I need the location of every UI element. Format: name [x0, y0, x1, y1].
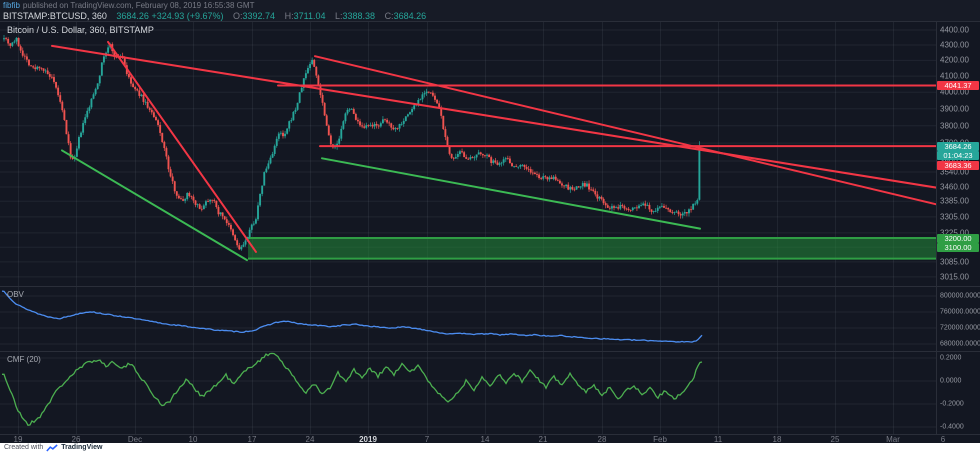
open-label: O:	[233, 11, 243, 21]
attribution-bar: fibfib published on TradingView.com, Febr…	[0, 0, 980, 11]
close-label: C:	[384, 11, 394, 21]
open-field: O:3392.74	[233, 11, 275, 21]
high-label: H:	[284, 11, 294, 21]
open-value: 3392.74	[242, 11, 276, 21]
high-field: H:3711.04	[285, 11, 326, 21]
publish-text: published on TradingView.com, February 0…	[22, 1, 255, 10]
low-value: 3388.38	[342, 11, 376, 21]
price-axis[interactable]	[936, 22, 980, 434]
tradingview-link[interactable]: TradingView	[61, 444, 103, 451]
low-field: L:3388.38	[335, 11, 375, 21]
close-value: 3684.26	[393, 11, 427, 21]
low-label: L:	[334, 11, 343, 21]
close-field: C:3684.26	[385, 11, 427, 21]
footer-bar: Created with TradingView	[0, 443, 980, 452]
tradingview-logo-icon[interactable]	[46, 443, 58, 452]
symbol-name: BITSTAMP:BTCUSD, 360	[3, 11, 107, 21]
time-axis[interactable]	[0, 434, 936, 443]
author-link[interactable]: fibfib	[3, 1, 20, 10]
symbol-info-bar: BITSTAMP:BTCUSD, 360 3684.26 +324.93 (+9…	[0, 11, 980, 22]
created-with-text: Created with	[4, 444, 44, 451]
price-change-value: +324.93 (+9.67%)	[151, 11, 224, 21]
last-price-value: 3684.26	[116, 11, 149, 21]
high-value: 3711.04	[293, 11, 326, 21]
